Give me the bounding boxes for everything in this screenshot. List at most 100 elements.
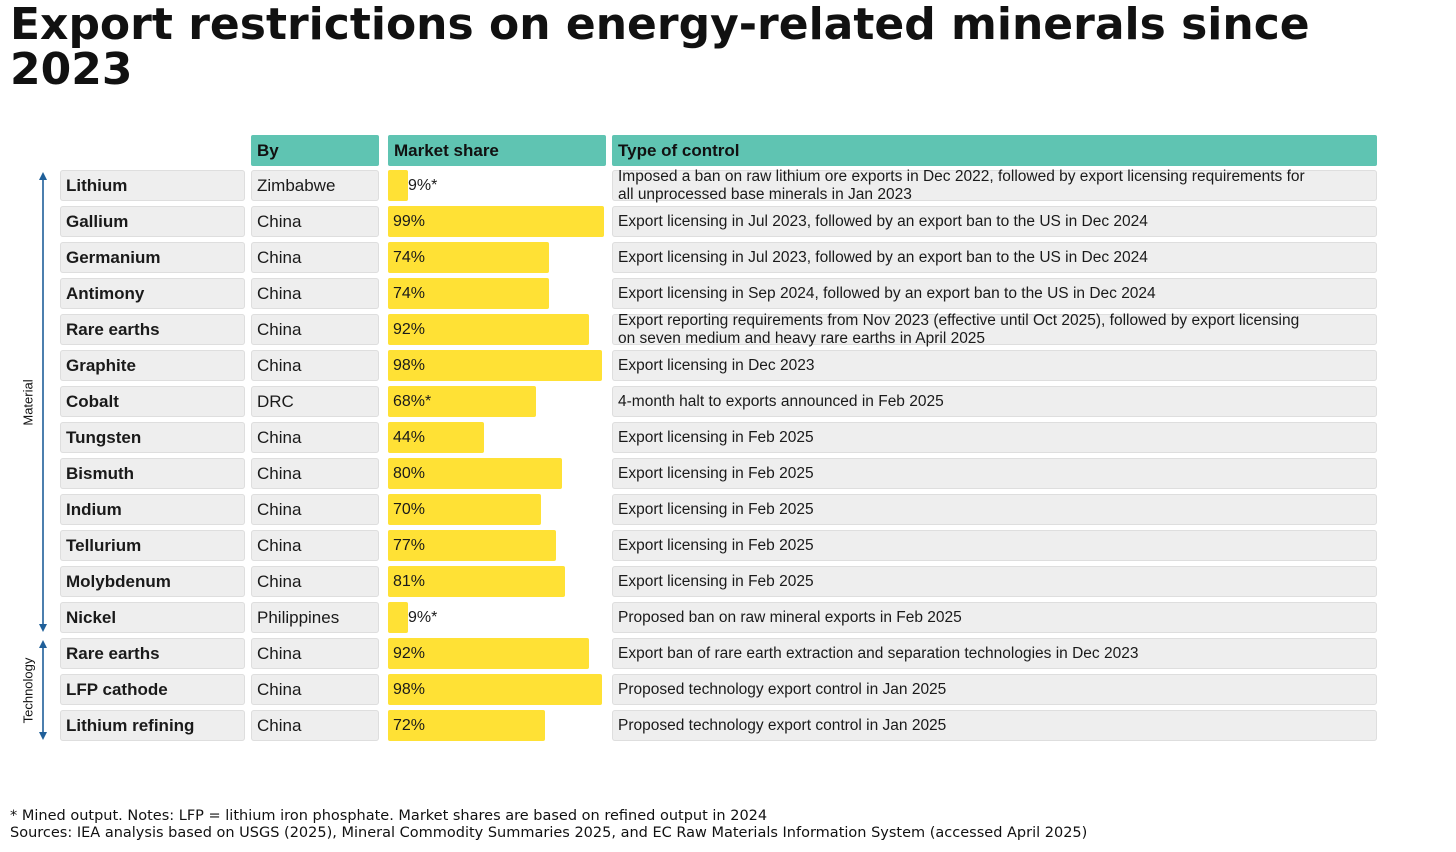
producer-country: DRC (251, 386, 379, 417)
market-share-cell: 99% (388, 206, 606, 237)
market-share-cell: 68%* (388, 386, 606, 417)
control-text: Export licensing in Jul 2023, followed b… (618, 248, 1148, 266)
material-name: Lithium (60, 170, 245, 201)
control-type: Export reporting requirements from Nov 2… (612, 311, 1377, 347)
market-share-cell: 98% (388, 674, 606, 705)
control-text: Export licensing in Feb 2025 (618, 464, 814, 482)
material-name: Cobalt (60, 386, 245, 417)
control-type: Export licensing in Sep 2024, followed b… (612, 278, 1377, 309)
producer-country: China (251, 566, 379, 597)
material-name: Lithium refining (60, 710, 245, 741)
producer-country: China (251, 242, 379, 273)
market-share-bar (388, 350, 602, 381)
market-share-cell: 72% (388, 710, 606, 741)
market-share-cell: 9%* (388, 170, 606, 201)
market-share-bar (388, 206, 604, 237)
control-text: Export licensing in Sep 2024, followed b… (618, 284, 1156, 302)
control-text: Proposed technology export control in Ja… (618, 680, 947, 698)
control-text: Export licensing in Feb 2025 (618, 428, 814, 446)
market-share-cell: 92% (388, 638, 606, 669)
market-share-bar (388, 314, 589, 345)
header-type-of-control: Type of control (612, 135, 1377, 166)
material-name: LFP cathode (60, 674, 245, 705)
market-share-label: 9%* (408, 609, 438, 626)
group-arrow-head (39, 732, 47, 740)
producer-country: China (251, 638, 379, 669)
material-name: Tellurium (60, 530, 245, 561)
material-name: Graphite (60, 350, 245, 381)
market-share-bar (388, 710, 545, 741)
material-name: Indium (60, 494, 245, 525)
control-type: Export ban of rare earth extraction and … (612, 638, 1377, 669)
header-by: By (251, 135, 379, 166)
producer-country: China (251, 494, 379, 525)
producer-country: Philippines (251, 602, 379, 633)
market-share-label: 77% (393, 537, 426, 554)
market-share-cell: 98% (388, 350, 606, 381)
control-text: Export licensing in Jul 2023, followed b… (618, 212, 1148, 230)
market-share-cell: 77% (388, 530, 606, 561)
control-type: Imposed a ban on raw lithium ore exports… (612, 167, 1377, 203)
market-share-label: 74% (393, 285, 426, 302)
market-share-label: 70% (393, 501, 426, 518)
market-share-bar (388, 638, 589, 669)
header-market-share: Market share (388, 135, 606, 166)
market-share-bar (388, 278, 550, 309)
market-share-label: 68%* (393, 393, 432, 410)
market-share-label: 81% (393, 573, 426, 590)
control-text: Proposed technology export control in Ja… (618, 716, 947, 734)
market-share-cell: 74% (388, 242, 606, 273)
producer-country: China (251, 206, 379, 237)
control-text: Export licensing in Feb 2025 (618, 572, 814, 590)
producer-country: China (251, 530, 379, 561)
producer-country: Zimbabwe (251, 170, 379, 201)
producer-country: China (251, 350, 379, 381)
material-name: Germanium (60, 242, 245, 273)
market-share-label: 74% (393, 249, 426, 266)
group-arrow-head (39, 640, 47, 648)
market-share-bar (388, 674, 602, 705)
market-share-bar (388, 422, 484, 453)
material-name: Tungsten (60, 422, 245, 453)
group-arrow-head (39, 172, 47, 180)
market-share-cell: 70% (388, 494, 606, 525)
market-share-label: 80% (393, 465, 426, 482)
notes: * Mined output. Notes: LFP = lithium iro… (10, 808, 1087, 842)
market-share-label: 92% (393, 321, 426, 338)
producer-country: China (251, 458, 379, 489)
producer-country: China (251, 710, 379, 741)
material-name: Molybdenum (60, 566, 245, 597)
market-share-bar (388, 494, 541, 525)
market-share-bar (388, 386, 537, 417)
material-name: Nickel (60, 602, 245, 633)
producer-country: China (251, 278, 379, 309)
sources: Sources: IEA analysis based on USGS (202… (10, 825, 1088, 841)
group-label: Material (20, 378, 36, 426)
market-share-label: 44% (393, 429, 426, 446)
market-share-cell: 74% (388, 278, 606, 309)
material-name: Antimony (60, 278, 245, 309)
producer-country: China (251, 674, 379, 705)
market-share-label: 98% (393, 357, 426, 374)
group-arrow-head (39, 624, 47, 632)
control-type: Export licensing in Jul 2023, followed b… (612, 206, 1377, 237)
control-text: Export licensing in Feb 2025 (618, 500, 814, 518)
material-name: Gallium (60, 206, 245, 237)
market-share-cell: 44% (388, 422, 606, 453)
market-share-cell: 80% (388, 458, 606, 489)
market-share-label: 99% (393, 213, 426, 230)
control-text: 4-month halt to exports announced in Feb… (618, 392, 944, 410)
group-label: Technology (20, 657, 36, 723)
control-type: Export licensing in Feb 2025 (612, 530, 1377, 561)
market-share-label: 9%* (408, 177, 438, 194)
control-text: Export ban of rare earth extraction and … (618, 644, 1139, 662)
control-text: Export licensing in Dec 2023 (618, 356, 815, 374)
market-share-cell: 9%* (388, 602, 606, 633)
control-text: Export reporting requirements from Nov 2… (618, 311, 1300, 347)
market-share-bar (388, 530, 556, 561)
footnote: * Mined output. Notes: LFP = lithium iro… (10, 808, 768, 824)
control-type: Export licensing in Feb 2025 (612, 566, 1377, 597)
control-type: Export licensing in Dec 2023 (612, 350, 1377, 381)
market-share-label: 92% (393, 645, 426, 662)
control-text: Imposed a ban on raw lithium ore exports… (618, 167, 1305, 203)
